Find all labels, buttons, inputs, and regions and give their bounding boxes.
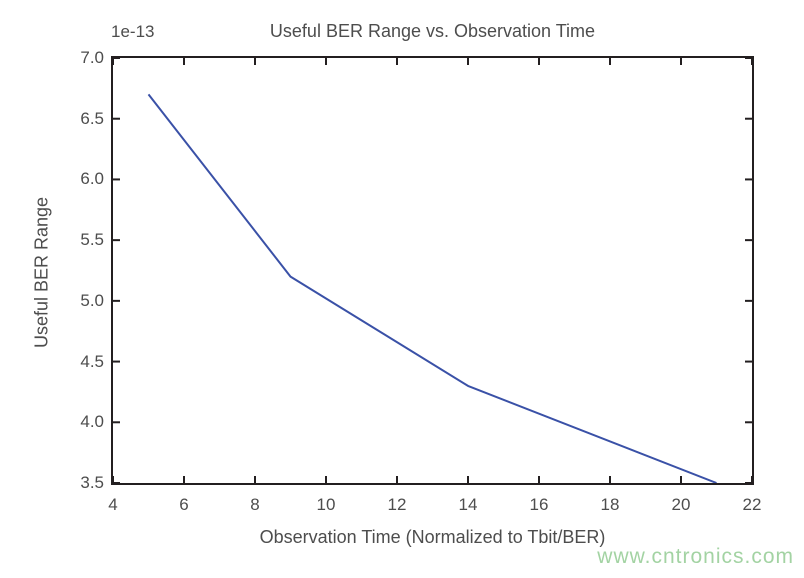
x-tick-label: 12 bbox=[387, 495, 407, 514]
y-tick-label: 4.5 bbox=[80, 351, 104, 371]
plot-area bbox=[111, 56, 754, 485]
y-tick-label: 7.0 bbox=[80, 48, 104, 67]
y-axis-label: Useful BER Range bbox=[31, 196, 52, 349]
chart-title: Useful BER Range vs. Observation Time bbox=[269, 21, 596, 41]
x-tick-label: 20 bbox=[671, 495, 691, 514]
x-tick-label: 22 bbox=[742, 495, 762, 514]
y-tick-label: 5.0 bbox=[80, 290, 104, 310]
y-tick-label: 6.0 bbox=[80, 169, 104, 189]
x-tick-label: 16 bbox=[529, 495, 549, 514]
x-tick-label: 18 bbox=[600, 495, 620, 514]
watermark-text: www.cntronics.com bbox=[597, 545, 794, 568]
x-tick-label: 6 bbox=[179, 495, 189, 514]
y-tick-label: 5.5 bbox=[80, 230, 104, 250]
x-tick-label: 8 bbox=[250, 495, 260, 514]
data-line-svg bbox=[113, 58, 752, 483]
y-axis-offset-text: 1e-13 bbox=[111, 22, 155, 41]
x-tick-label: 14 bbox=[458, 495, 478, 514]
y-tick-label: 3.5 bbox=[80, 473, 104, 492]
x-tick-label: 10 bbox=[316, 495, 336, 514]
y-tick-label: 4.0 bbox=[80, 412, 104, 432]
y-tick-label: 6.5 bbox=[80, 108, 104, 128]
x-tick-label: 4 bbox=[108, 495, 118, 514]
x-axis-label: Observation Time (Normalized to Tbit/BER… bbox=[259, 527, 606, 547]
data-line bbox=[147, 93, 717, 483]
